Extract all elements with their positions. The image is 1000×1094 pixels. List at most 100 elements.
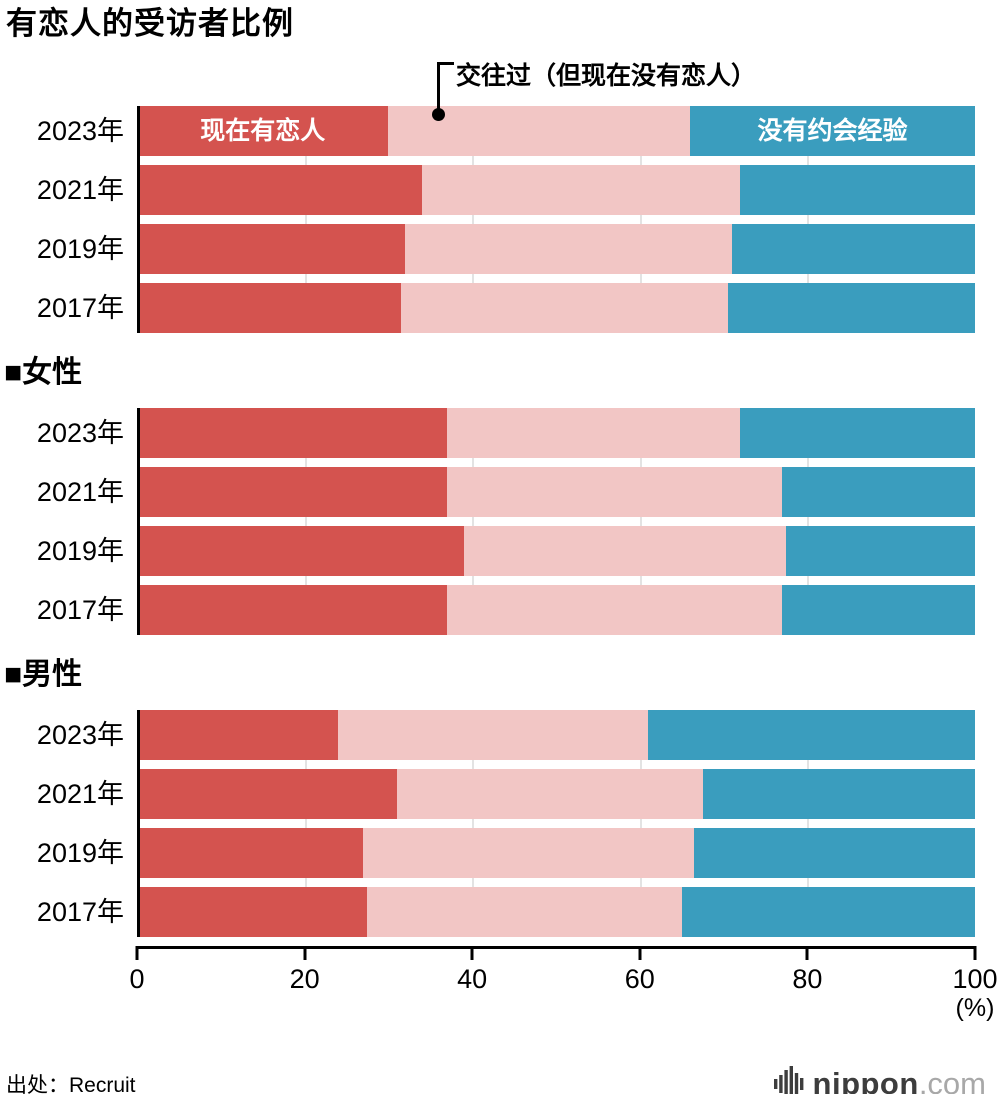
- segment-dated-but-single: [396, 769, 703, 819]
- x-axis-tick-label: 100: [952, 964, 998, 994]
- x-axis-tick: [303, 946, 307, 960]
- year-label: 2023年: [36, 720, 124, 750]
- logo-com-text: .com: [918, 1066, 986, 1094]
- gridline: [639, 408, 642, 635]
- nippon-logo: nippon.com: [773, 1066, 986, 1094]
- gridlines: [137, 710, 975, 937]
- gridline: [807, 106, 810, 333]
- bar-row: 2021年: [0, 467, 1000, 517]
- gridlines: [137, 408, 975, 635]
- bar-row: 2021年: [0, 769, 1000, 819]
- x-axis-unit: (%): [955, 994, 995, 1022]
- gridlines: [137, 106, 975, 333]
- segment-no-dating-experience: [681, 887, 975, 937]
- group-label: ■女性: [4, 356, 83, 389]
- segment-current-partner: [137, 585, 448, 635]
- segment-current-partner: [137, 467, 448, 517]
- segment-current-partner: [137, 769, 397, 819]
- bar-row: 2017年: [0, 887, 1000, 937]
- bar-row: 2023年: [0, 710, 1000, 760]
- stacked-bar: [137, 585, 975, 635]
- y-axis-line: [137, 106, 140, 333]
- segment-no-dating-experience: [731, 224, 975, 274]
- year-label: 2023年: [36, 418, 124, 448]
- segment-no-dating-experience: [727, 283, 975, 333]
- segment-current-partner: [137, 165, 422, 215]
- bar-row: 2019年: [0, 526, 1000, 576]
- x-axis-tick: [805, 946, 809, 960]
- segment-current-partner: [137, 710, 339, 760]
- x-axis-line: [137, 946, 975, 949]
- segment-no-dating-experience: [782, 467, 975, 517]
- year-label: 2021年: [36, 779, 124, 809]
- segment-dated-but-single: [405, 224, 732, 274]
- soundwave-icon: [773, 1066, 803, 1094]
- legend-current-partner-label: 现在有恋人: [200, 117, 326, 145]
- year-label: 2021年: [36, 175, 124, 205]
- stacked-bar: [137, 828, 975, 878]
- year-label: 2021年: [36, 477, 124, 507]
- segment-current-partner: [137, 408, 448, 458]
- bar-row: 2019年: [0, 224, 1000, 274]
- group-rows: 2023年 现在有恋人 没有约会经验 2021年 2019年 2017年: [0, 106, 1000, 333]
- segment-current-partner: [137, 283, 401, 333]
- y-axis-line: [137, 710, 140, 937]
- x-axis-tick: [470, 946, 474, 960]
- year-label: 2019年: [36, 536, 124, 566]
- x-axis-tick: [973, 946, 977, 960]
- segment-no-dating-experience: [740, 165, 975, 215]
- gridline: [472, 710, 475, 937]
- annotation-connector-line: [437, 62, 440, 112]
- segment-no-dating-experience: [694, 828, 975, 878]
- x-axis-tick-label: 40: [457, 964, 488, 994]
- bar-group: 2023年 现在有恋人 没有约会经验 2021年 2019年 2017年: [0, 106, 1000, 333]
- segment-current-partner: [137, 224, 406, 274]
- stacked-bar: [137, 283, 975, 333]
- logo-nippon-text: nippon: [812, 1066, 919, 1094]
- chart-footer: 出处：Recruit nippon.com: [0, 1066, 1000, 1094]
- bar-row: 2023年 现在有恋人 没有约会经验: [0, 106, 1000, 156]
- stacked-bar: [137, 408, 975, 458]
- stacked-bar: [137, 526, 975, 576]
- bar-group: ■男性 2023年 2021年 2019年 2017年: [0, 657, 1000, 937]
- bar-row: 2019年: [0, 828, 1000, 878]
- segment-current-partner: [137, 828, 364, 878]
- group-label: ■男性: [4, 658, 83, 691]
- segment-current-partner: [137, 887, 368, 937]
- stacked-bar: [137, 887, 975, 937]
- x-axis-tick-label: 0: [129, 964, 145, 994]
- segment-dated-but-single: [463, 526, 787, 576]
- segment-no-dating-experience: 没有约会经验: [690, 106, 975, 156]
- annotation-pink-segment-label: 交往过（但现在没有恋人）: [456, 62, 757, 90]
- year-label: 2017年: [36, 293, 124, 323]
- segment-dated-but-single: [400, 283, 728, 333]
- source-label: 出处：Recruit: [6, 1074, 136, 1094]
- segment-dated-but-single: [447, 467, 783, 517]
- year-label: 2023年: [36, 116, 124, 146]
- gridline: [639, 710, 642, 937]
- x-axis-tick-label: 80: [792, 964, 823, 994]
- bar-row: 2017年: [0, 283, 1000, 333]
- segment-current-partner: 现在有恋人: [137, 106, 389, 156]
- bar-row: 2023年: [0, 408, 1000, 458]
- segment-dated-but-single: [363, 828, 695, 878]
- gridline: [304, 408, 307, 635]
- segment-dated-but-single: [447, 585, 783, 635]
- segment-no-dating-experience: [702, 769, 975, 819]
- segment-no-dating-experience: [782, 585, 975, 635]
- y-axis-line: [137, 408, 140, 635]
- gridline: [807, 408, 810, 635]
- segment-dated-but-single: [447, 408, 741, 458]
- stacked-bar: [137, 769, 975, 819]
- gridline: [639, 106, 642, 333]
- segment-dated-but-single: [421, 165, 741, 215]
- legend-no-experience-label: 没有约会经验: [757, 117, 908, 145]
- stacked-bar: [137, 165, 975, 215]
- year-label: 2017年: [36, 897, 124, 927]
- bar-row: 2021年: [0, 165, 1000, 215]
- bar-group: ■女性 2023年 2021年 2019年 2017年: [0, 355, 1000, 635]
- segment-current-partner: [137, 526, 464, 576]
- stacked-bar: [137, 224, 975, 274]
- segment-no-dating-experience: [740, 408, 975, 458]
